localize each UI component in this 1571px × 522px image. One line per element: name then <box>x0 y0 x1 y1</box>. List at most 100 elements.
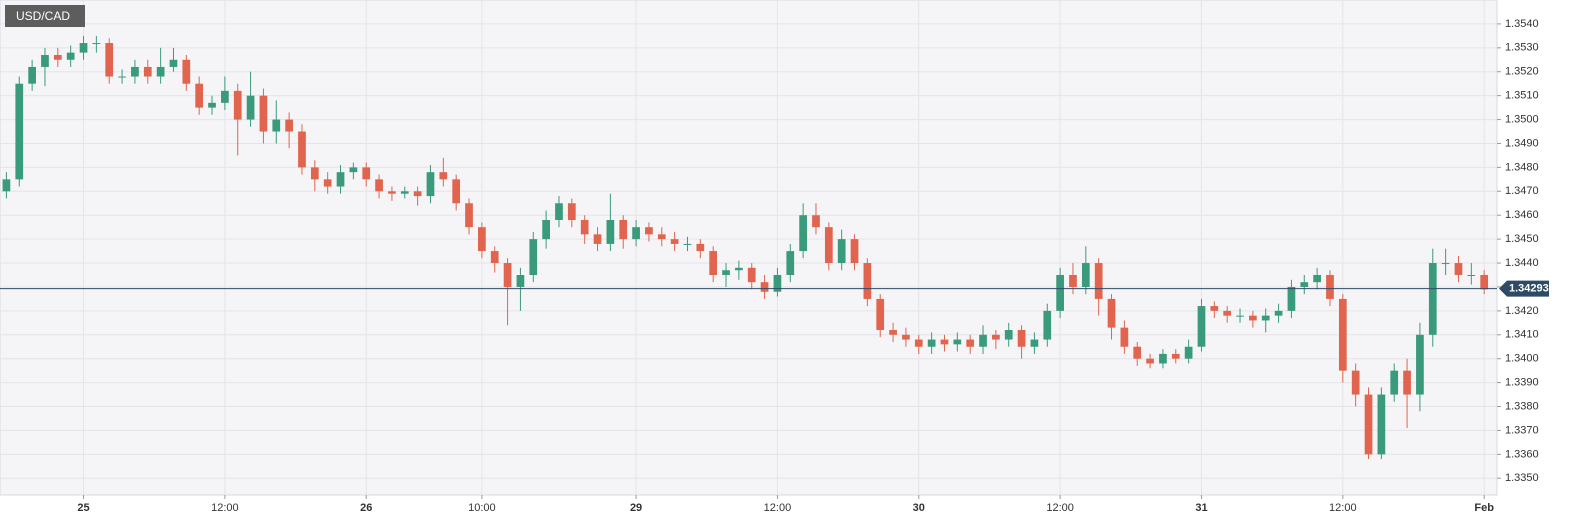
y-tick-label: 1.3390 <box>1505 377 1539 389</box>
candle-body <box>285 119 293 132</box>
x-tick-label: 29 <box>630 502 642 514</box>
candle-body <box>1159 353 1167 364</box>
candle-body <box>1287 286 1296 311</box>
candle-body <box>824 227 833 264</box>
candle-body <box>1338 298 1347 371</box>
candle-body <box>375 179 383 192</box>
candle-body <box>246 95 255 120</box>
candle-body <box>15 83 24 180</box>
candle-body <box>1184 346 1193 359</box>
candle-body <box>863 263 872 299</box>
y-tick-label: 1.3370 <box>1505 424 1539 436</box>
candle-body <box>478 227 486 252</box>
candle-body <box>195 83 204 108</box>
candle-body <box>966 339 975 347</box>
candle-body <box>735 267 743 271</box>
candle-body <box>1416 334 1424 395</box>
candle-body <box>1043 310 1052 340</box>
candles <box>2 35 1489 460</box>
candle-body <box>1351 370 1360 395</box>
x-tick-label: 25 <box>77 502 89 514</box>
candle-body <box>837 239 846 264</box>
y-tick-label: 1.3410 <box>1505 329 1539 341</box>
candle-body <box>850 239 859 264</box>
y-tick-label: 1.3420 <box>1505 305 1539 317</box>
x-tick-label: 12:00 <box>211 502 239 514</box>
candle-body <box>362 167 371 180</box>
candle-body <box>683 243 692 245</box>
chart-title: USD/CAD <box>16 9 70 23</box>
candle-body <box>1107 298 1116 328</box>
candle-body <box>593 234 602 244</box>
candle-body <box>118 76 126 78</box>
candle-body <box>927 339 936 347</box>
candle-body <box>169 59 178 67</box>
candle-body <box>182 59 191 84</box>
x-tick-label: 31 <box>1195 502 1207 514</box>
candle-body <box>465 203 473 228</box>
candle-body <box>812 215 820 228</box>
candle-body <box>1210 306 1219 311</box>
candle-body <box>452 179 461 204</box>
candle-body <box>760 282 769 292</box>
candle-body <box>233 90 242 120</box>
candle-body <box>940 339 949 345</box>
candle-body <box>2 179 11 192</box>
candle-body <box>426 172 435 197</box>
y-tick-label: 1.3360 <box>1505 448 1539 460</box>
candle-body <box>1249 315 1257 321</box>
candle-body <box>1454 263 1463 275</box>
candle-body <box>902 334 910 340</box>
candle-body <box>490 251 499 264</box>
candle-body <box>645 227 653 235</box>
candle-body <box>606 220 615 244</box>
candle-body <box>580 220 589 235</box>
y-tick-label: 1.3500 <box>1505 113 1539 125</box>
candle-body <box>889 330 897 335</box>
y-tick-label: 1.3530 <box>1505 42 1539 54</box>
candle-body <box>1017 330 1026 347</box>
candle-body <box>696 243 705 252</box>
candle-body <box>1197 306 1206 347</box>
candle-body <box>1441 263 1450 265</box>
y-tick-label: 1.3520 <box>1505 66 1539 78</box>
candle-body <box>1133 346 1142 359</box>
candle-body <box>413 191 422 197</box>
y-tick-label: 1.3450 <box>1505 233 1539 245</box>
candle-body <box>1094 263 1103 299</box>
candle-body <box>876 298 885 330</box>
candle-body <box>1120 327 1129 347</box>
candle-body <box>66 52 75 60</box>
candle-body <box>1030 339 1039 347</box>
candle-body <box>259 95 268 132</box>
candle-body <box>310 167 319 180</box>
candle-body <box>221 90 229 103</box>
candle-body <box>542 220 550 240</box>
x-tick-label: 26 <box>360 502 372 514</box>
candle-body <box>143 66 152 77</box>
y-tick-label: 1.3440 <box>1505 257 1539 269</box>
candle-body <box>1081 263 1090 287</box>
candle-body <box>1274 310 1283 316</box>
candle-body <box>992 334 1000 340</box>
candle-body <box>529 239 538 275</box>
x-tick-label: Feb <box>1474 502 1494 514</box>
candle-body <box>619 220 628 240</box>
candle-body <box>1326 275 1334 299</box>
candle-body <box>773 275 782 292</box>
x-tick-label: 12:00 <box>764 502 792 514</box>
y-tick-label: 1.3510 <box>1505 90 1539 102</box>
x-tick-label: 12:00 <box>1046 502 1074 514</box>
candle-body <box>914 339 923 347</box>
candle-body <box>92 43 101 45</box>
candle-body <box>323 179 332 187</box>
candle-body <box>105 43 114 77</box>
candle-body <box>1236 315 1244 317</box>
candle-body <box>1146 358 1154 364</box>
candle-body <box>799 215 807 252</box>
candle-body <box>953 339 962 345</box>
candle-body <box>1223 310 1232 316</box>
y-tick-label: 1.3470 <box>1505 185 1539 197</box>
candle-body <box>1300 282 1309 287</box>
